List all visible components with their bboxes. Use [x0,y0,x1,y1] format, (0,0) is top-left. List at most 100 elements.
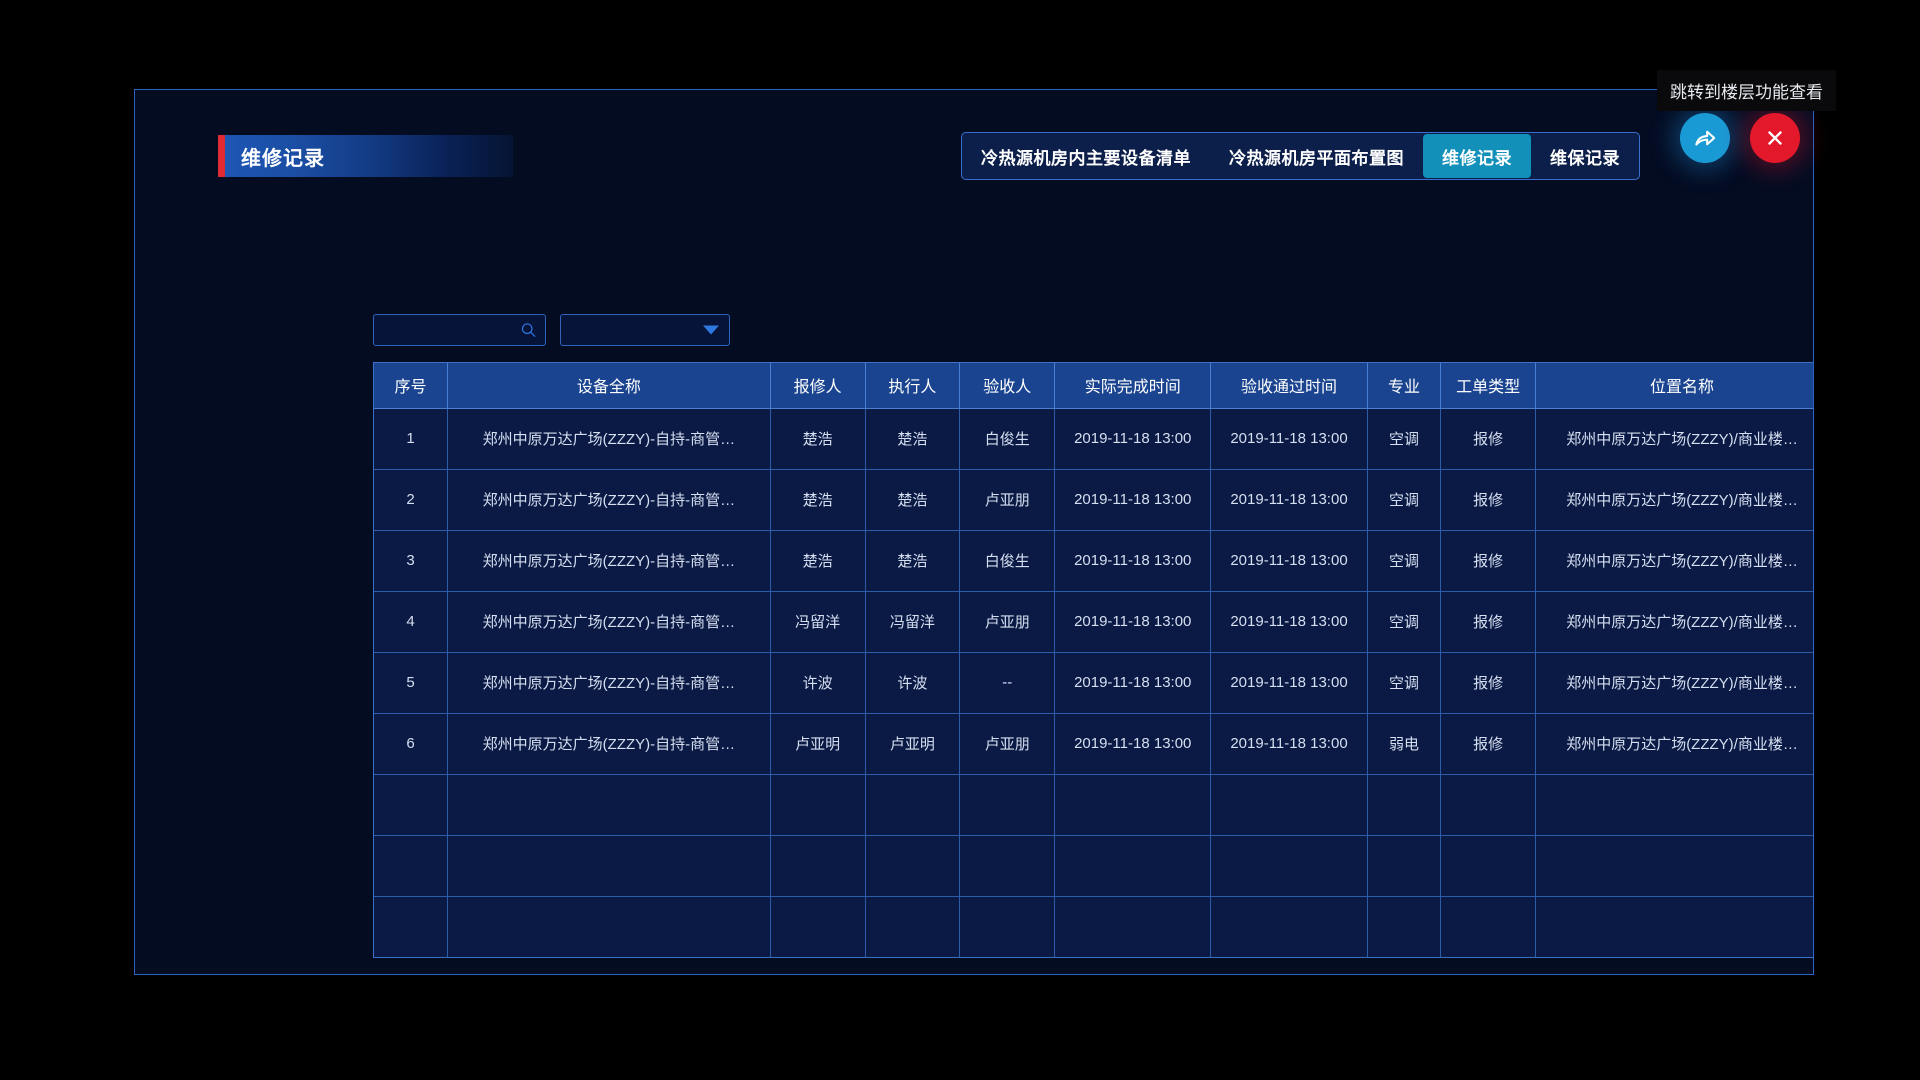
cell-profession: 空调 [1367,530,1442,592]
cell-index: 6 [374,713,449,775]
cell-accept-time: 2019-11-18 13:00 [1210,652,1368,714]
col-header-order-type[interactable]: 工单类型 [1440,363,1537,409]
cell-profession: 空调 [1367,469,1442,531]
cell-accept-time-empty [1210,835,1368,897]
cell-profession: 空调 [1367,591,1442,653]
cell-index: 2 [374,469,449,531]
table-row[interactable]: 3 郑州中原万达广场(ZZZY)-自持-商管… 楚浩 楚浩 白俊生 2019-11-18 … [374,530,1813,592]
cell-executor-empty [865,896,961,957]
cell-device-name: 郑州中原万达广场(ZZZY)-自持-商管… [447,591,771,653]
table-row-empty [374,835,1813,897]
cell-profession-empty [1367,774,1442,836]
cell-index: 1 [374,408,449,470]
tab-maintenance-records[interactable]: 维保记录 [1550,148,1620,168]
table-header-row: 序号 设备全称 报修人 执行人 验收人 实际完成时间 验收通过时间 专业 工单类… [374,363,1813,409]
cell-acceptor: 卢亚朋 [959,713,1056,775]
cell-device-name-empty [447,896,771,957]
cell-executor: 楚浩 [865,408,961,470]
cell-executor: 冯留洋 [865,591,961,653]
cell-profession-empty [1367,835,1442,897]
cell-index: 3 [374,530,449,592]
cell-executor: 楚浩 [865,469,961,531]
cell-acceptor: 白俊生 [959,408,1056,470]
search-icon[interactable] [520,322,537,339]
tooltip-text: 跳转到楼层功能查看 [1670,83,1823,102]
cell-location-empty [1535,835,1813,897]
tab-floor-plan[interactable]: 冷热源机房平面布置图 [1229,148,1404,168]
cell-device-name-empty [447,835,771,897]
search-input[interactable] [374,315,545,345]
col-header-executor[interactable]: 执行人 [865,363,961,409]
close-button[interactable] [1750,113,1800,163]
cell-acceptor: 白俊生 [959,530,1056,592]
cell-order-type: 报修 [1440,408,1537,470]
cell-reporter-empty [770,835,866,897]
col-header-accept-time[interactable]: 验收通过时间 [1210,363,1368,409]
cell-executor-empty [865,774,961,836]
page-title-banner: 维修记录 [218,135,513,177]
cell-accept-time: 2019-11-18 13:00 [1210,469,1368,531]
cell-location: 郑州中原万达广场(ZZZY)/商业楼… [1535,652,1813,714]
cell-finish-time: 2019-11-18 13:00 [1054,469,1212,531]
cell-accept-time: 2019-11-18 13:00 [1210,408,1368,470]
col-header-profession[interactable]: 专业 [1367,363,1442,409]
cell-location: 郑州中原万达广场(ZZZY)/商业楼… [1535,530,1813,592]
cell-acceptor-empty [959,835,1056,897]
table-row[interactable]: 2 郑州中原万达广场(ZZZY)-自持-商管… 楚浩 楚浩 卢亚朋 2019-11-18 … [374,469,1813,531]
table-row[interactable]: 6 郑州中原万达广场(ZZZY)-自持-商管… 卢亚明 卢亚明 卢亚朋 2019-11-1… [374,713,1813,775]
col-header-acceptor[interactable]: 验收人 [959,363,1056,409]
cell-accept-time: 2019-11-18 13:00 [1210,713,1368,775]
table-row-empty [374,774,1813,836]
cell-reporter-empty [770,774,866,836]
cell-executor-empty [865,835,961,897]
close-x-icon [1768,131,1782,145]
cell-acceptor: 卢亚朋 [959,469,1056,531]
page-title: 维修记录 [241,147,325,170]
cell-acceptor: -- [959,652,1056,714]
cell-order-type: 报修 [1440,591,1537,653]
jump-to-floor-button[interactable] [1680,113,1730,163]
table-row-empty [374,896,1813,957]
tab-equipment-list[interactable]: 冷热源机房内主要设备清单 [981,148,1191,168]
cell-accept-time: 2019-11-18 13:00 [1210,530,1368,592]
table-row[interactable]: 5 郑州中原万达广场(ZZZY)-自持-商管… 许波 许波 -- 2019-11-18 1… [374,652,1813,714]
filter-dropdown[interactable] [560,314,730,346]
cell-index-empty [374,774,449,836]
cell-order-type-empty [1440,835,1537,897]
tab-repair-records[interactable]: 维修记录 [1423,134,1531,178]
cell-accept-time: 2019-11-18 13:00 [1210,591,1368,653]
cell-acceptor: 卢亚朋 [959,591,1056,653]
main-panel: 维修记录 冷热源机房内主要设备清单 冷热源机房平面布置图 维修记录 维保记录 [134,89,1814,975]
records-table: 序号 设备全称 报修人 执行人 验收人 实际完成时间 验收通过时间 专业 工单类… [374,363,1813,957]
title-accent-bar [218,135,225,177]
cell-executor: 楚浩 [865,530,961,592]
table-body: 1 郑州中原万达广场(ZZZY)-自持-商管… 楚浩 楚浩 白俊生 2019-11-18 … [374,408,1813,957]
cell-profession-empty [1367,896,1442,957]
records-table-wrapper: 序号 设备全称 报修人 执行人 验收人 实际完成时间 验收通过时间 专业 工单类… [373,362,1813,958]
cell-acceptor-empty [959,774,1056,836]
cell-reporter-empty [770,896,866,957]
filter-row [373,314,730,346]
search-box[interactable] [373,314,546,346]
table-row[interactable]: 4 郑州中原万达广场(ZZZY)-自持-商管… 冯留洋 冯留洋 卢亚朋 2019-11-1… [374,591,1813,653]
cell-profession: 空调 [1367,652,1442,714]
col-header-location[interactable]: 位置名称 [1535,363,1813,409]
cell-reporter: 楚浩 [770,408,866,470]
cell-finish-time: 2019-11-18 13:00 [1054,530,1212,592]
tab-bar: 冷热源机房内主要设备清单 冷热源机房平面布置图 维修记录 维保记录 [961,132,1640,180]
cell-location-empty [1535,774,1813,836]
col-header-device-name[interactable]: 设备全称 [447,363,771,409]
cell-executor: 许波 [865,652,961,714]
cell-device-name: 郑州中原万达广场(ZZZY)-自持-商管… [447,652,771,714]
cell-profession: 空调 [1367,408,1442,470]
col-header-reporter[interactable]: 报修人 [770,363,866,409]
col-header-index[interactable]: 序号 [374,363,449,409]
cell-index-empty [374,835,449,897]
cell-order-type-empty [1440,896,1537,957]
share-arrow-icon [1695,130,1716,146]
cell-finish-time: 2019-11-18 13:00 [1054,652,1212,714]
table-row[interactable]: 1 郑州中原万达广场(ZZZY)-自持-商管… 楚浩 楚浩 白俊生 2019-11-18 … [374,408,1813,470]
cell-acceptor-empty [959,896,1056,957]
col-header-finish-time[interactable]: 实际完成时间 [1054,363,1212,409]
